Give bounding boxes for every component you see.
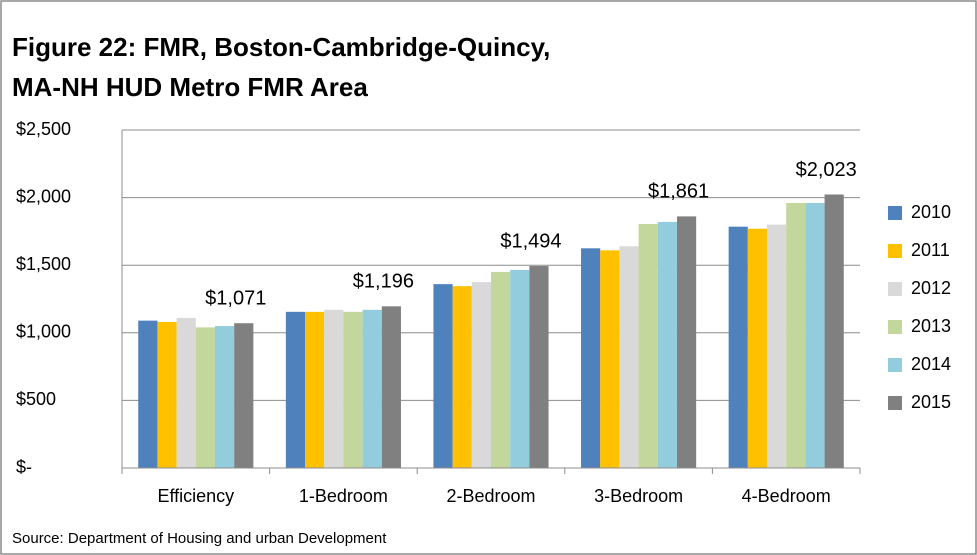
bar	[581, 248, 601, 468]
bar	[452, 286, 472, 468]
bar	[529, 266, 549, 468]
bar	[824, 194, 844, 468]
bar	[786, 203, 806, 468]
bar	[767, 224, 787, 468]
x-tick-label: 1-Bedroom	[299, 486, 388, 506]
bar	[305, 311, 325, 468]
bar	[805, 203, 825, 468]
data-label: $1,861	[648, 181, 709, 203]
data-label: $1,071	[205, 287, 266, 309]
legend-swatch	[888, 244, 902, 258]
x-tick-label: 2-Bedroom	[446, 486, 535, 506]
legend-label: 2015	[911, 392, 951, 412]
bar	[214, 326, 235, 468]
bar	[362, 309, 382, 468]
y-tick-label: $-	[16, 457, 32, 477]
y-tick-label: $1,500	[16, 254, 71, 274]
bar	[433, 284, 453, 468]
bar	[676, 216, 697, 468]
legend-swatch	[888, 396, 902, 410]
x-tick-label: 3-Bedroom	[594, 486, 683, 506]
bar	[381, 306, 401, 468]
chart-title: Figure 22: FMR, Boston-Cambridge-Quincy,	[12, 32, 550, 62]
y-tick-label: $500	[16, 389, 56, 409]
bar	[195, 327, 215, 468]
y-tick-label: $1,000	[16, 322, 71, 342]
legend-swatch	[888, 282, 902, 296]
legend-label: 2013	[911, 316, 951, 336]
legend-label: 2012	[911, 278, 951, 298]
data-label: $1,196	[353, 271, 414, 293]
data-label: $2,023	[796, 159, 857, 181]
y-tick-label: $2,500	[16, 119, 71, 139]
bar	[638, 223, 658, 468]
legend-label: 2010	[911, 202, 951, 222]
bar	[510, 269, 530, 468]
bar	[285, 311, 306, 468]
bar	[728, 226, 748, 468]
bar	[157, 321, 177, 468]
bar	[747, 228, 768, 468]
x-tick-label: Efficiency	[157, 486, 234, 506]
legend-swatch	[888, 358, 902, 372]
legend-label: 2014	[911, 354, 951, 374]
legend-swatch	[888, 320, 902, 334]
bar	[324, 309, 344, 468]
data-label: $1,494	[500, 230, 561, 252]
bar	[234, 323, 254, 468]
bar	[138, 320, 158, 468]
bar	[491, 271, 511, 468]
bar	[657, 221, 677, 468]
x-tick-label: 4-Bedroom	[742, 486, 831, 506]
source-note: Source: Department of Housing and urban …	[12, 530, 387, 547]
legend-label: 2011	[911, 240, 950, 260]
bar	[600, 250, 620, 468]
bar	[471, 282, 491, 468]
y-tick-label: $2,000	[16, 186, 71, 206]
legend-swatch	[888, 206, 902, 220]
bar	[619, 246, 639, 468]
chart-title: MA-NH HUD Metro FMR Area	[12, 72, 368, 102]
bar	[343, 311, 363, 468]
bar	[176, 317, 196, 468]
